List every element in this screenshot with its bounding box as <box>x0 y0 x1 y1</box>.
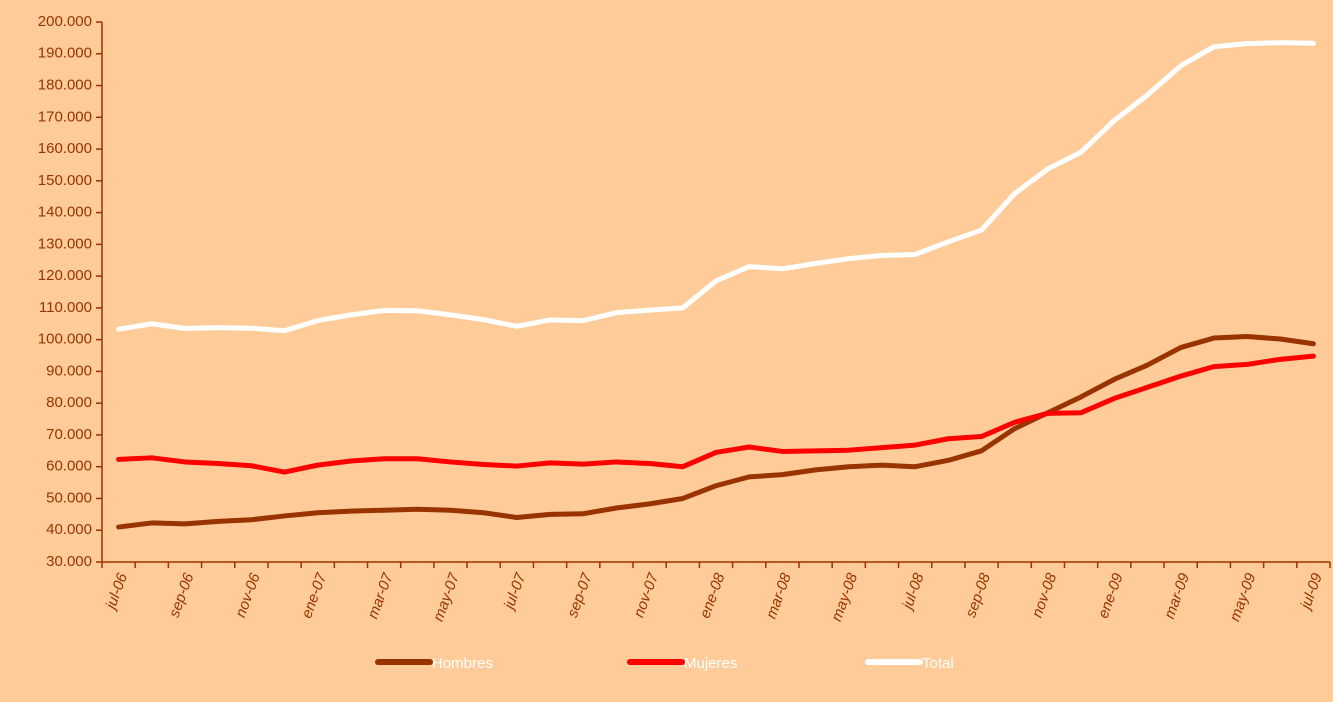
y-tick-label: 170.000 <box>38 108 92 125</box>
y-tick-label: 130.000 <box>38 235 92 252</box>
x-tick-label: jul-07 <box>500 570 529 613</box>
y-tick-label: 90.000 <box>46 362 92 379</box>
legend-label: Hombres <box>432 655 493 672</box>
y-tick-label: 30.000 <box>46 553 92 570</box>
y-tick-label: 140.000 <box>38 204 92 221</box>
y-tick-label: 40.000 <box>46 521 92 538</box>
y-tick-label: 120.000 <box>38 267 92 284</box>
x-tick-label: may-09 <box>1226 570 1259 623</box>
legend-label: Total <box>922 655 954 672</box>
x-tick-label: jul-06 <box>102 570 131 613</box>
y-tick-label: 110.000 <box>39 299 92 316</box>
y-tick-label: 50.000 <box>46 489 92 506</box>
series-line <box>116 353 1316 475</box>
x-tick-label: sep-07 <box>564 570 596 620</box>
x-tick-label: sep-06 <box>166 570 198 620</box>
x-tick-label: ene-08 <box>697 570 729 620</box>
y-tick-label: 190.000 <box>38 45 92 62</box>
y-tick-label: 200.000 <box>38 13 92 30</box>
x-tick-label: ene-07 <box>298 570 330 620</box>
y-tick-label: 160.000 <box>38 140 92 157</box>
x-tick-label: jul-09 <box>1297 570 1326 613</box>
y-tick-label: 70.000 <box>46 426 92 443</box>
x-tick-label: nov-06 <box>232 570 264 620</box>
x-tick-label: mar-07 <box>364 570 396 621</box>
x-tick-label: may-08 <box>828 570 861 623</box>
x-tick-label: sep-08 <box>962 570 994 620</box>
series-line <box>116 40 1316 334</box>
y-tick-label: 180.000 <box>38 76 92 93</box>
y-tick-label: 60.000 <box>46 458 92 475</box>
y-tick-label: 100.000 <box>38 331 92 348</box>
x-tick-label: nov-08 <box>1029 570 1061 620</box>
x-tick-label: ene-09 <box>1095 570 1127 620</box>
x-tick-label: mar-08 <box>763 570 795 621</box>
x-tick-label: mar-09 <box>1161 570 1193 621</box>
y-tick-label: 80.000 <box>46 394 92 411</box>
x-tick-label: nov-07 <box>630 570 662 620</box>
legend-label: Mujeres <box>684 655 737 672</box>
x-tick-label: jul-08 <box>898 570 927 613</box>
y-tick-label: 150.000 <box>38 172 92 189</box>
series-line <box>116 333 1316 530</box>
x-tick-label: may-07 <box>430 570 463 623</box>
